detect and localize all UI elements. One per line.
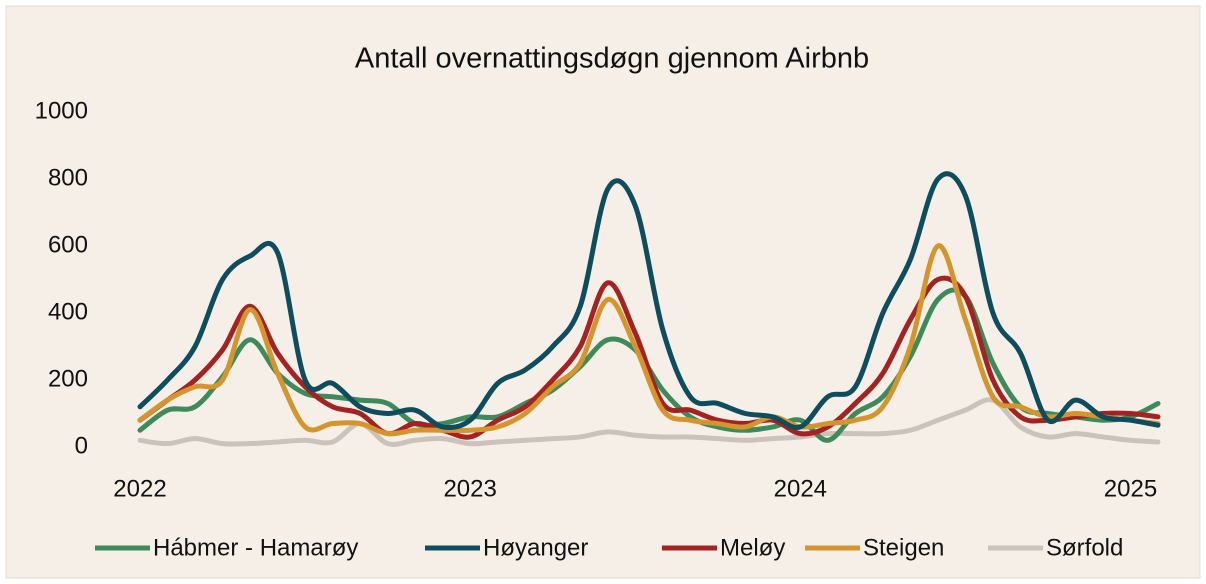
legend-label: Hábmer - Hamarøy — [153, 534, 358, 561]
series-line — [137, 171, 1161, 431]
y-tick-label: 600 — [48, 231, 88, 258]
legend-label: Steigen — [863, 534, 944, 561]
legend-label: Høyanger — [483, 534, 588, 561]
x-tick-label: 2025 — [1104, 475, 1157, 502]
x-tick-label: 2023 — [443, 475, 496, 502]
series-line — [137, 275, 1161, 440]
series-line — [137, 397, 1161, 447]
legend-label: Meløy — [720, 534, 785, 561]
y-tick-label: 1000 — [35, 97, 88, 124]
series-line — [137, 243, 1161, 437]
chart-title: Antall overnattingsdøgn gjennom Airbnb — [355, 43, 869, 75]
legend-label: Sørfold — [1046, 534, 1123, 561]
y-tick-label: 800 — [48, 164, 88, 191]
x-tick-label: 2024 — [774, 475, 827, 502]
y-tick-label: 200 — [48, 365, 88, 392]
x-tick-label: 2022 — [113, 475, 166, 502]
y-tick-label: 0 — [75, 432, 88, 459]
y-tick-label: 400 — [48, 298, 88, 325]
